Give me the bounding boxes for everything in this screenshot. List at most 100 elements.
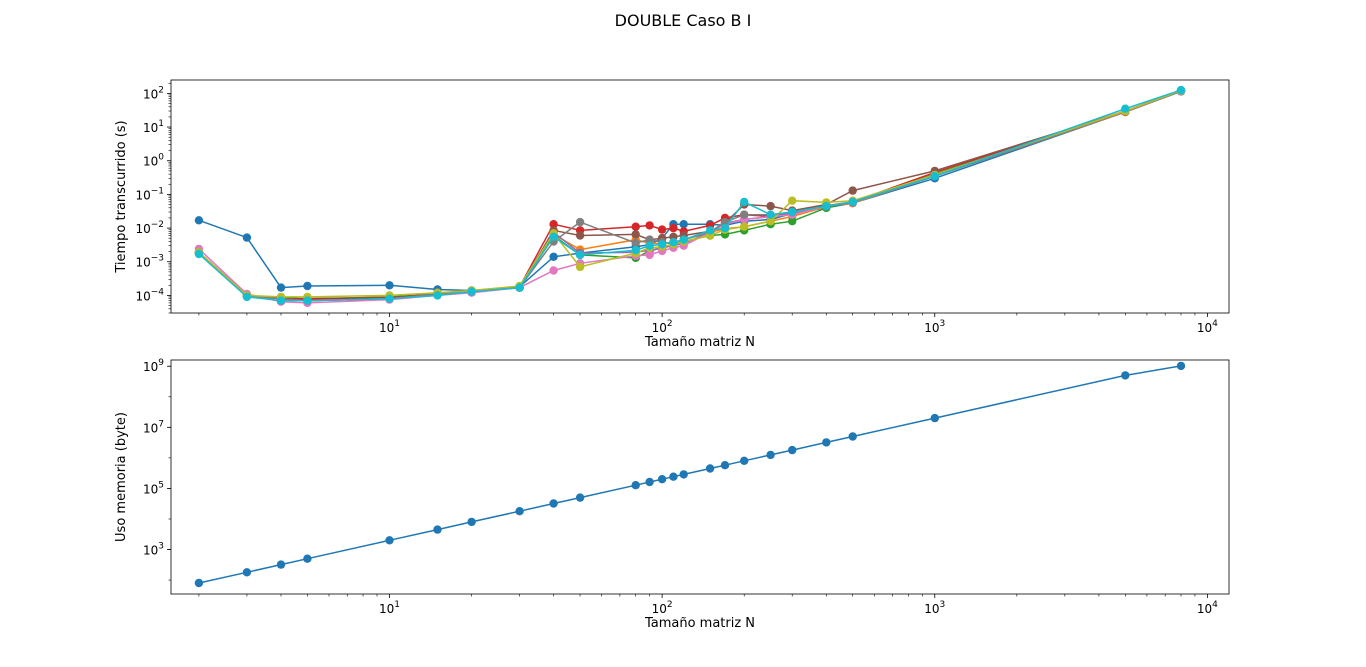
data-point [848,432,857,441]
data-point [385,281,394,290]
data-point [515,507,524,516]
x-tick-label: 101 [379,600,400,616]
y-tick-label: 101 [143,119,164,135]
series-line-0 [198,90,1182,292]
y-tick-label: 102 [143,85,164,101]
data-point [276,296,286,305]
data-point [740,456,749,465]
series-line-4 [198,90,1182,302]
data-point [848,186,857,195]
data-point [705,464,715,473]
data-point [575,217,585,227]
data-point [433,291,442,300]
series-line-5 [198,90,1182,302]
y-tick-label: 107 [143,419,164,435]
data-point [788,217,797,226]
data-point [788,445,797,455]
data-point [822,438,831,447]
data-point [467,287,476,296]
data-point [194,578,204,588]
y-tick-label: 103 [143,542,164,558]
y-tick-label: 10−3 [135,254,164,270]
data-point [848,197,857,207]
x-tick-label: 102 [652,319,673,335]
x-tick-label: 101 [379,319,400,335]
data-point [242,568,252,577]
data-point [766,201,775,211]
x-tick-label: 103 [924,319,945,335]
series-line-2 [198,89,1182,300]
figure-title: DOUBLE Caso B I [615,11,752,30]
data-point [575,493,585,502]
data-point [549,266,558,275]
y-tick-label: 10−2 [135,220,164,236]
data-point [740,210,749,219]
x-axis-label: Tamaño matriz N [644,616,755,631]
data-point [822,201,831,211]
data-point [720,461,730,470]
data-point [631,246,640,255]
data-point [1121,371,1130,380]
x-axis-label: Tamaño matriz N [644,335,755,350]
data-point [679,220,688,229]
data-point [433,525,442,534]
plot-area [170,359,1230,595]
series-line-1 [198,90,1182,300]
data-point [930,413,939,423]
data-point [720,223,730,233]
data-point [788,196,797,205]
data-point [657,240,667,249]
data-point [679,235,688,244]
data-point [930,171,939,181]
data-point [303,296,312,305]
data-point [276,560,286,569]
data-point [645,250,654,260]
data-point [631,481,640,490]
data-point [657,475,667,484]
data-point [645,235,654,244]
data-point [549,252,558,261]
y-tick-label: 10−1 [135,186,164,202]
data-point [242,233,252,242]
data-point [1176,361,1186,371]
data-point [669,238,678,247]
data-point [549,499,558,508]
data-point [766,450,775,460]
y-tick-label: 10−4 [135,287,164,303]
data-point [645,477,654,487]
data-point [631,238,640,248]
data-point [766,210,775,219]
data-point [194,216,204,225]
series-line-6 [198,90,1182,304]
data-point [467,517,476,527]
data-point [645,221,654,230]
plot-area [170,79,1230,314]
data-point [385,536,394,545]
data-point [549,232,558,241]
data-point [788,207,797,217]
data-point [575,262,585,272]
data-point [303,281,312,291]
y-axis-label: Uso memoria (byte) [114,412,129,542]
x-tick-label: 104 [1197,319,1218,335]
data-point [549,220,558,229]
series-line-0 [198,365,1182,584]
data-point [669,223,678,233]
data-point [669,472,678,481]
data-point [679,470,688,479]
x-tick-label: 102 [652,600,673,616]
y-tick-label: 105 [143,480,164,496]
data-point [515,283,524,292]
data-point [740,197,749,207]
data-point [194,249,204,259]
series-line-3 [198,89,1182,300]
x-tick-label: 104 [1197,600,1218,616]
series-line-9 [198,89,1182,302]
data-point [705,226,715,235]
time-chart: 101 102 103 10410−410−310−210−1100101102Tam… [114,79,1230,350]
data-point [740,222,749,231]
data-point [631,222,640,231]
data-point [1176,85,1186,95]
data-point [575,231,585,240]
